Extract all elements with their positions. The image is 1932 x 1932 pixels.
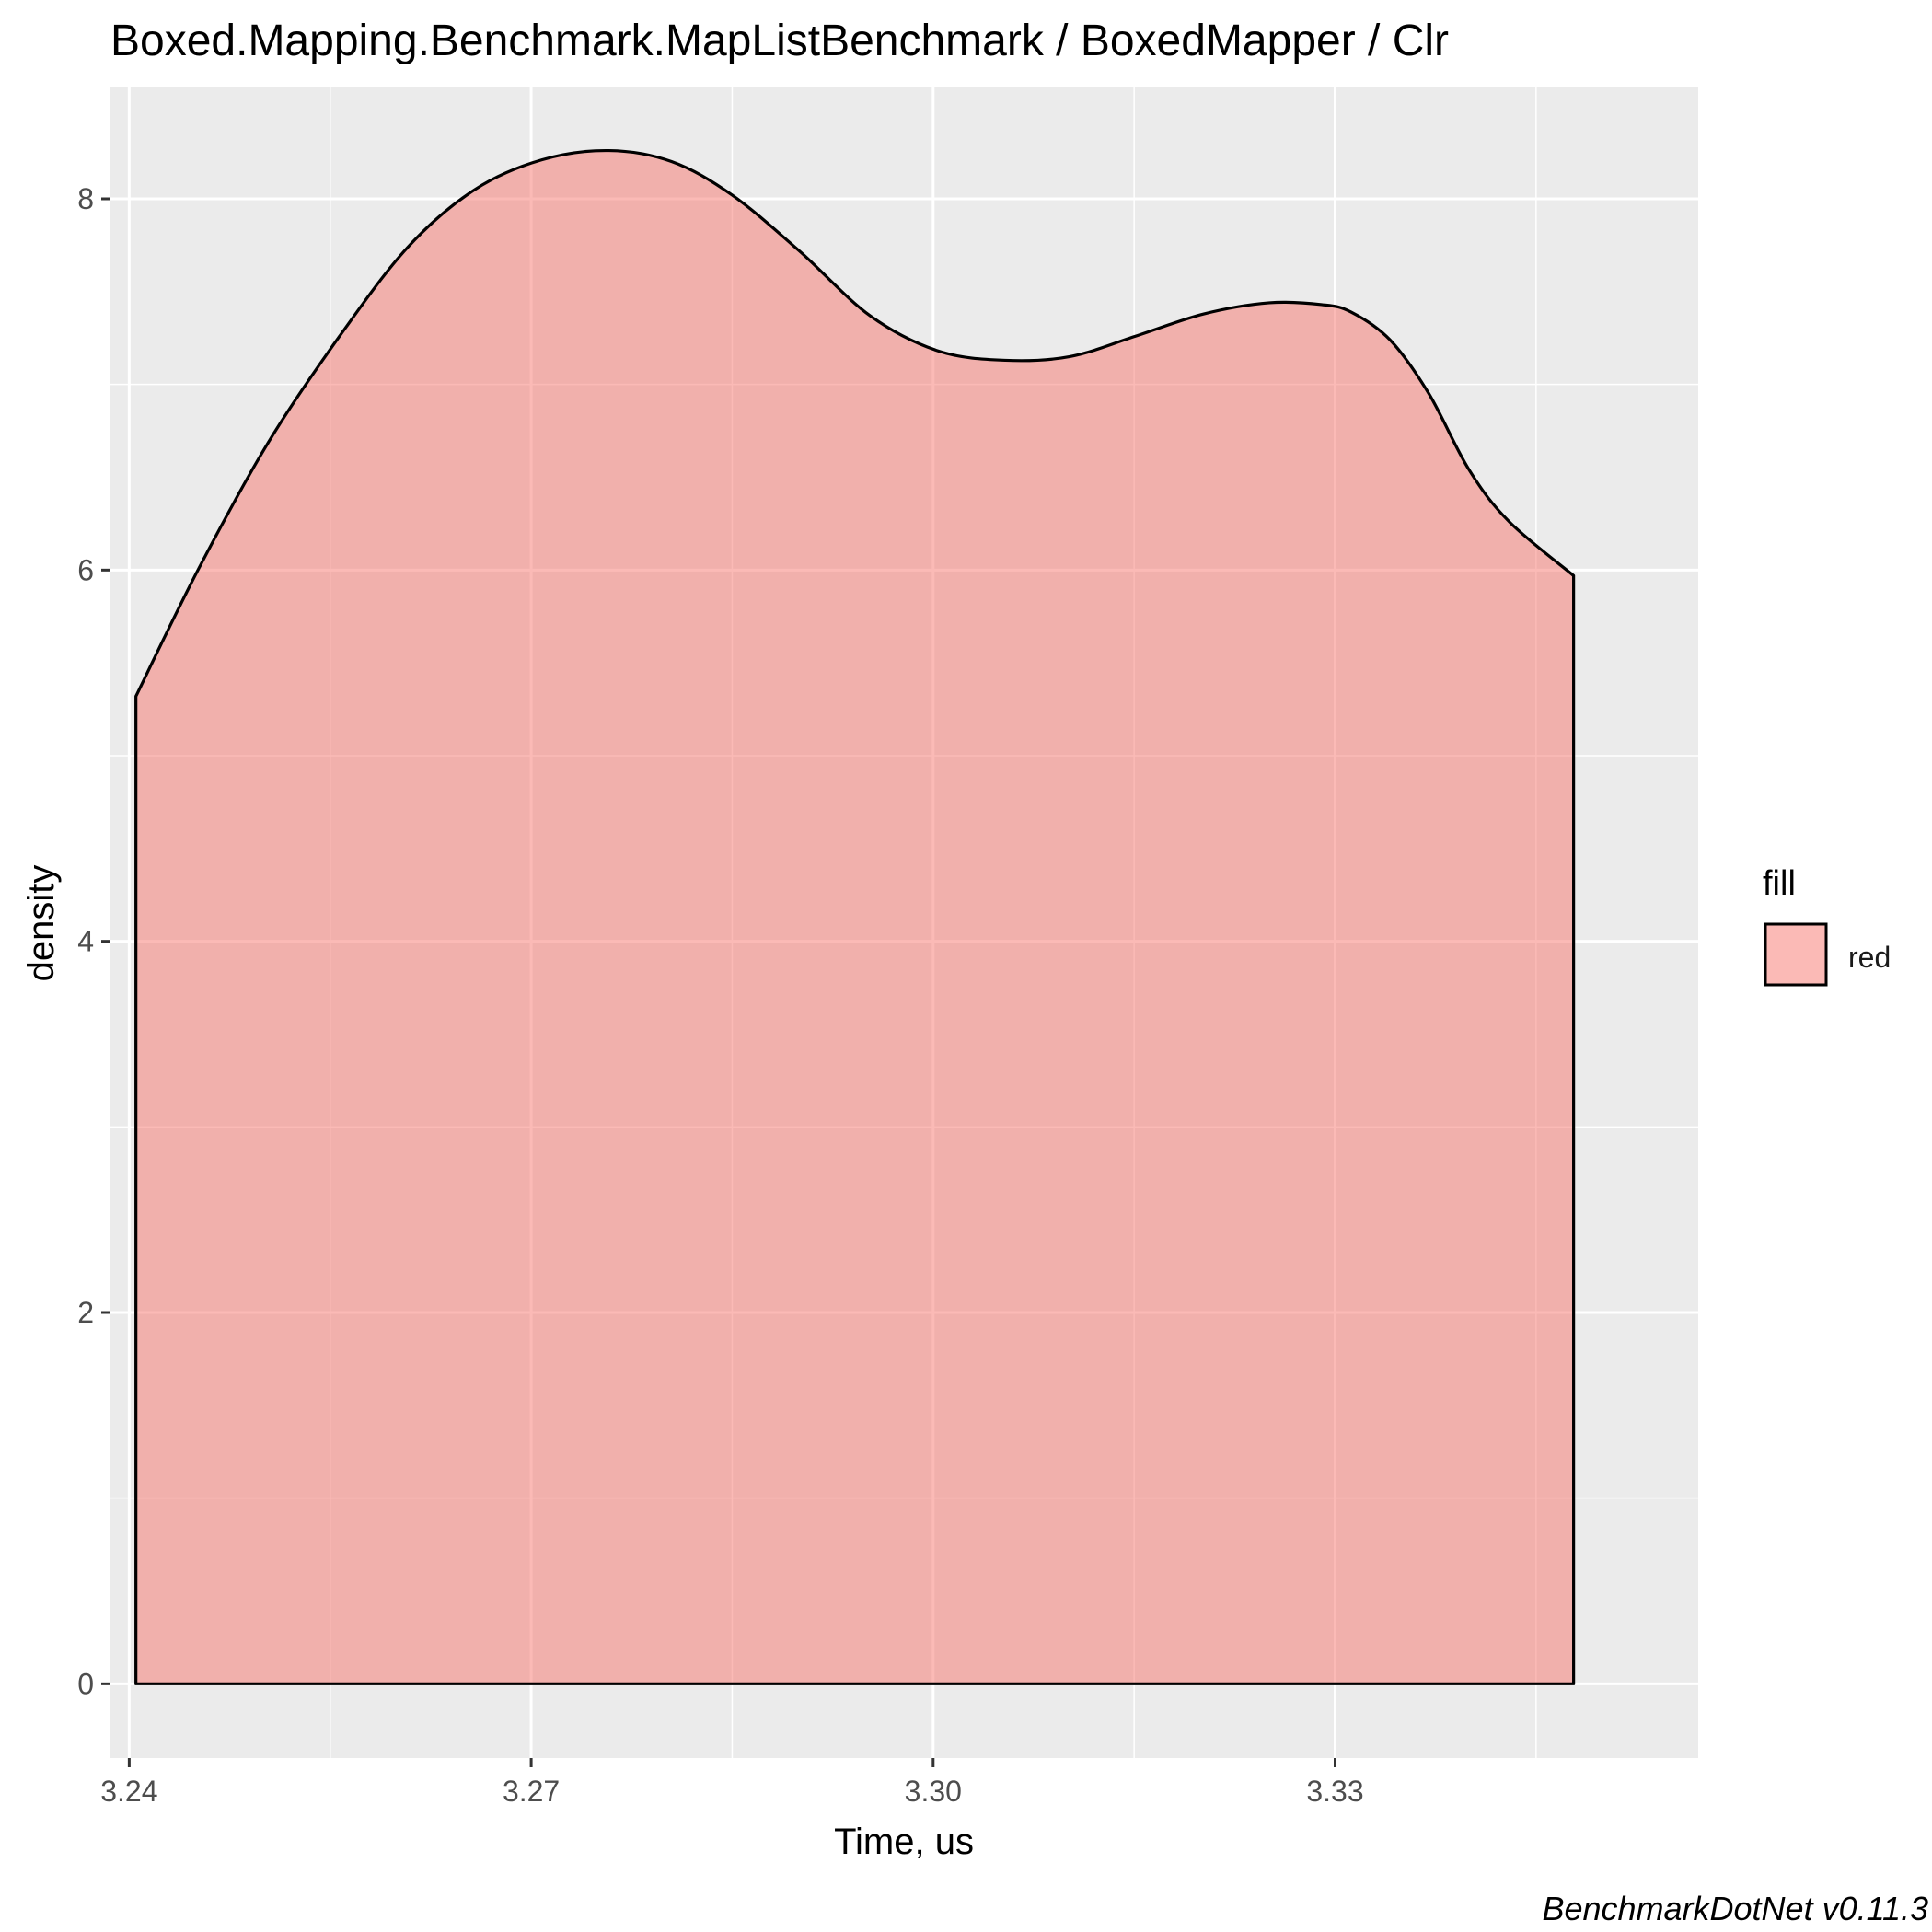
legend-title: fill: [1763, 864, 1796, 903]
x-axis: 3.24 3.27 3.30 3.33: [100, 1758, 1364, 1808]
y-tick-label: 8: [77, 182, 94, 215]
y-tick-label: 6: [77, 553, 94, 586]
series-layer: [134, 148, 1576, 1685]
x-tick-label: 3.27: [503, 1775, 560, 1808]
y-axis: 0 2 4 6 8: [77, 182, 110, 1700]
y-tick-label: 0: [77, 1667, 94, 1700]
legend: fill red: [1763, 864, 1891, 987]
x-tick-label: 3.33: [1306, 1775, 1363, 1808]
chart-title: Boxed.Mapping.Benchmark.MapListBenchmark…: [110, 17, 1449, 65]
density-area-red: [134, 148, 1576, 1685]
y-tick-label: 2: [77, 1296, 94, 1329]
watermark: BenchmarkDotNet v0.11.3: [1542, 1890, 1928, 1927]
legend-key-red: [1764, 922, 1828, 987]
y-tick-label: 4: [77, 925, 94, 958]
legend-label-red: red: [1848, 941, 1891, 974]
y-axis-label: density: [21, 865, 62, 982]
x-axis-label: Time, us: [834, 1822, 974, 1862]
x-tick-label: 3.30: [905, 1775, 962, 1808]
x-tick-label: 3.24: [100, 1775, 157, 1808]
